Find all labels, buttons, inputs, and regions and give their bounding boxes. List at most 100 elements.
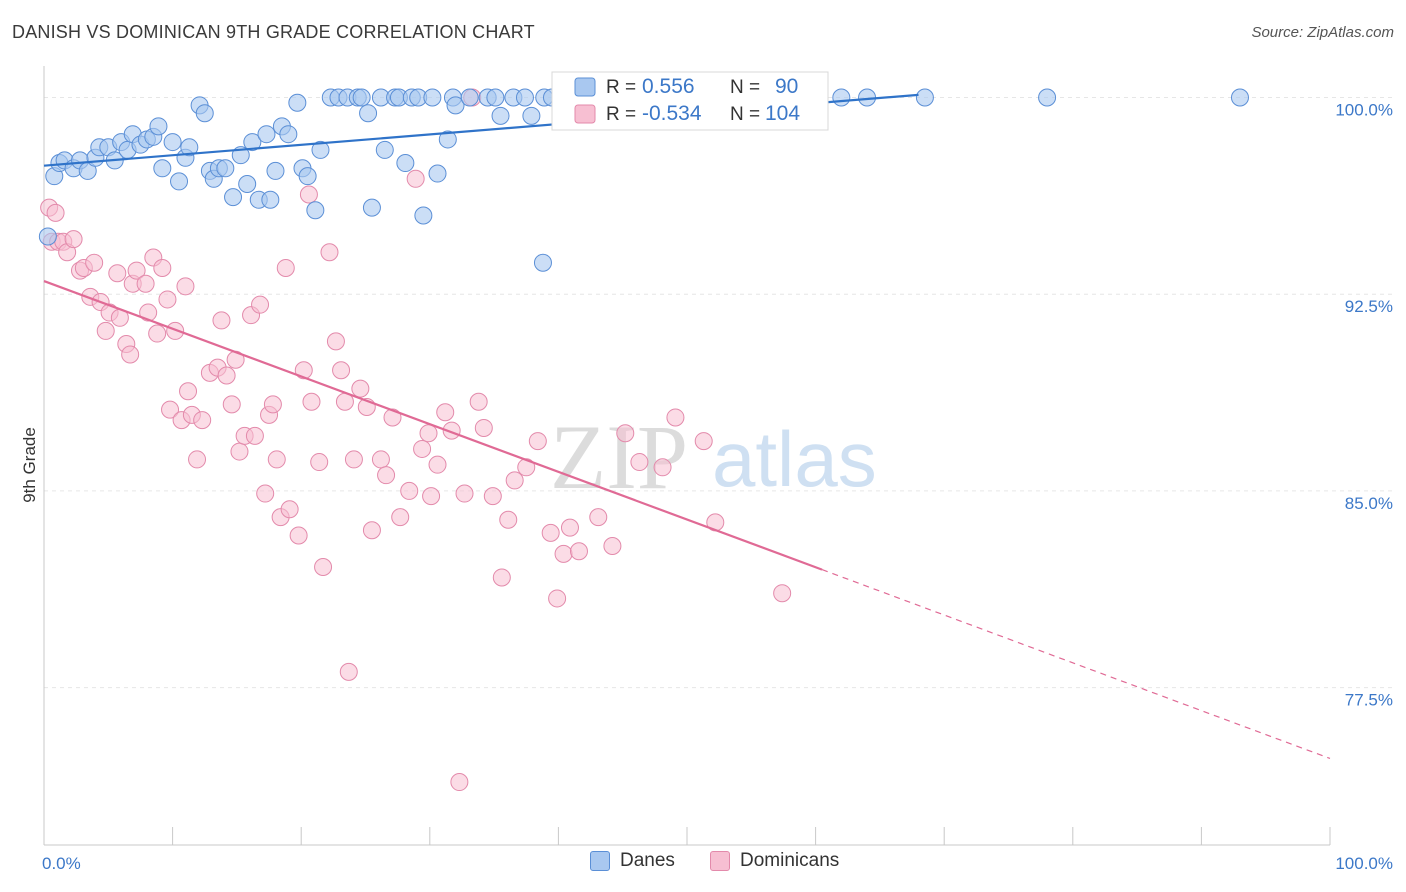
danes-point bbox=[460, 88, 479, 107]
dominicans-point bbox=[188, 450, 207, 469]
danes-point bbox=[224, 188, 243, 207]
dominicans-point bbox=[320, 243, 339, 262]
danes-point bbox=[279, 125, 298, 144]
legend-item-danes: Danes bbox=[590, 850, 675, 872]
danes-point bbox=[243, 133, 262, 152]
dominicans-point bbox=[176, 277, 195, 296]
dominicans-point bbox=[314, 557, 333, 576]
dominicans-point bbox=[554, 544, 573, 563]
watermark-atlas: atlas bbox=[712, 415, 877, 503]
dominicans-point bbox=[332, 361, 351, 380]
danes-point bbox=[257, 125, 276, 144]
danes-point bbox=[491, 106, 510, 125]
legend-danes-n-value: 90 bbox=[775, 75, 798, 98]
dominicans-point bbox=[436, 403, 455, 422]
legend-top: R = 0.556 N = 90 R = -0.534 N = 104 bbox=[551, 71, 829, 131]
danes-point bbox=[1230, 88, 1249, 107]
dominicans-point bbox=[222, 395, 241, 414]
danes-point bbox=[38, 227, 57, 246]
dominicans-point bbox=[548, 589, 567, 608]
danes-point bbox=[362, 198, 381, 217]
dominicans-point bbox=[245, 426, 264, 445]
y-tick-label: 100.0% bbox=[1335, 100, 1393, 119]
legend-danes-swatch-bottom bbox=[590, 851, 610, 871]
legend-danes-swatch bbox=[574, 77, 596, 97]
dominicans-point bbox=[85, 253, 104, 272]
dominicans-point bbox=[217, 366, 236, 385]
danes-point bbox=[375, 140, 394, 159]
danes-point bbox=[238, 175, 257, 194]
dominicans-point bbox=[616, 424, 635, 443]
chart-title: DANISH VS DOMINICAN 9TH GRADE CORRELATIO… bbox=[12, 22, 535, 42]
danes-point bbox=[306, 201, 325, 220]
dominicans-point bbox=[121, 345, 140, 364]
danes-point bbox=[396, 154, 415, 173]
legend-dominicans-r-value: -0.534 bbox=[642, 102, 702, 125]
danes-point bbox=[915, 88, 934, 107]
dominicans-point bbox=[589, 508, 608, 527]
dominicans-point bbox=[230, 442, 249, 461]
dominicans-point bbox=[422, 487, 441, 506]
danes-point bbox=[414, 206, 433, 225]
danes-point bbox=[170, 172, 189, 191]
dominicans-point bbox=[400, 481, 419, 500]
dominicans-point bbox=[391, 508, 410, 527]
dominicans-point bbox=[64, 230, 83, 249]
dominicans-point bbox=[299, 185, 318, 204]
danes-point bbox=[832, 88, 851, 107]
dominicans-point bbox=[483, 487, 502, 506]
legend-danes-r-label: R = bbox=[606, 77, 636, 98]
dominicans-point bbox=[96, 321, 115, 340]
dominicans-point bbox=[289, 526, 308, 545]
dominicans-point bbox=[377, 466, 396, 485]
dominicans-point bbox=[139, 303, 158, 322]
source-credit: Source: ZipAtlas.com bbox=[1251, 24, 1394, 41]
dominicans-point bbox=[148, 324, 167, 343]
dominicans-point bbox=[653, 458, 672, 477]
dominicans-point bbox=[161, 400, 180, 419]
dominicans-point bbox=[344, 450, 363, 469]
dominicans-trend-extension bbox=[821, 569, 1331, 760]
dominicans-point bbox=[505, 471, 524, 490]
danes-point bbox=[153, 159, 172, 178]
dominicans-point bbox=[256, 484, 275, 503]
tick-labels: 77.5% 85.0% 92.5% 100.0% 0.0% 100.0% bbox=[42, 100, 1393, 873]
y-axis-label: 9th Grade bbox=[20, 427, 39, 503]
danes-point bbox=[438, 130, 457, 149]
legend-dominicans-label: Dominicans bbox=[740, 850, 840, 871]
dominicans-point bbox=[158, 290, 177, 309]
dominicans-point bbox=[193, 411, 212, 430]
dominicans-point bbox=[428, 455, 447, 474]
dominicans-point bbox=[302, 392, 321, 411]
dominicans-point bbox=[371, 450, 390, 469]
legend-danes-r-value: 0.556 bbox=[642, 75, 695, 98]
danes-point bbox=[216, 159, 235, 178]
danes-point bbox=[163, 133, 182, 152]
dominicans-point bbox=[469, 392, 488, 411]
danes-point bbox=[266, 161, 285, 180]
dominicans-point bbox=[455, 484, 474, 503]
dominicans-point bbox=[603, 536, 622, 555]
danes-point bbox=[428, 164, 447, 183]
dominicans-point bbox=[267, 450, 286, 469]
legend-dominicans-n-label: N = bbox=[730, 104, 760, 125]
dominicans-point bbox=[280, 500, 299, 519]
danes-point bbox=[522, 106, 541, 125]
danes-point bbox=[486, 88, 505, 107]
dominicans-point bbox=[694, 432, 713, 451]
dominicans-point bbox=[294, 361, 313, 380]
legend-bottom: Danes Dominicans bbox=[0, 850, 1406, 880]
legend-danes-n-label: N = bbox=[730, 77, 760, 98]
dominicans-point bbox=[406, 169, 425, 188]
dominicans-point bbox=[108, 264, 127, 283]
legend-top-box bbox=[551, 71, 829, 131]
danes-point bbox=[1038, 88, 1057, 107]
danes-point bbox=[288, 93, 307, 112]
legend-dominicans-swatch bbox=[574, 104, 596, 124]
dominicans-point bbox=[383, 408, 402, 427]
dominicans-point bbox=[560, 518, 579, 537]
danes-point bbox=[195, 104, 214, 123]
axes bbox=[43, 66, 1331, 846]
dominicans-point bbox=[179, 382, 198, 401]
dominicans-point bbox=[310, 453, 329, 472]
